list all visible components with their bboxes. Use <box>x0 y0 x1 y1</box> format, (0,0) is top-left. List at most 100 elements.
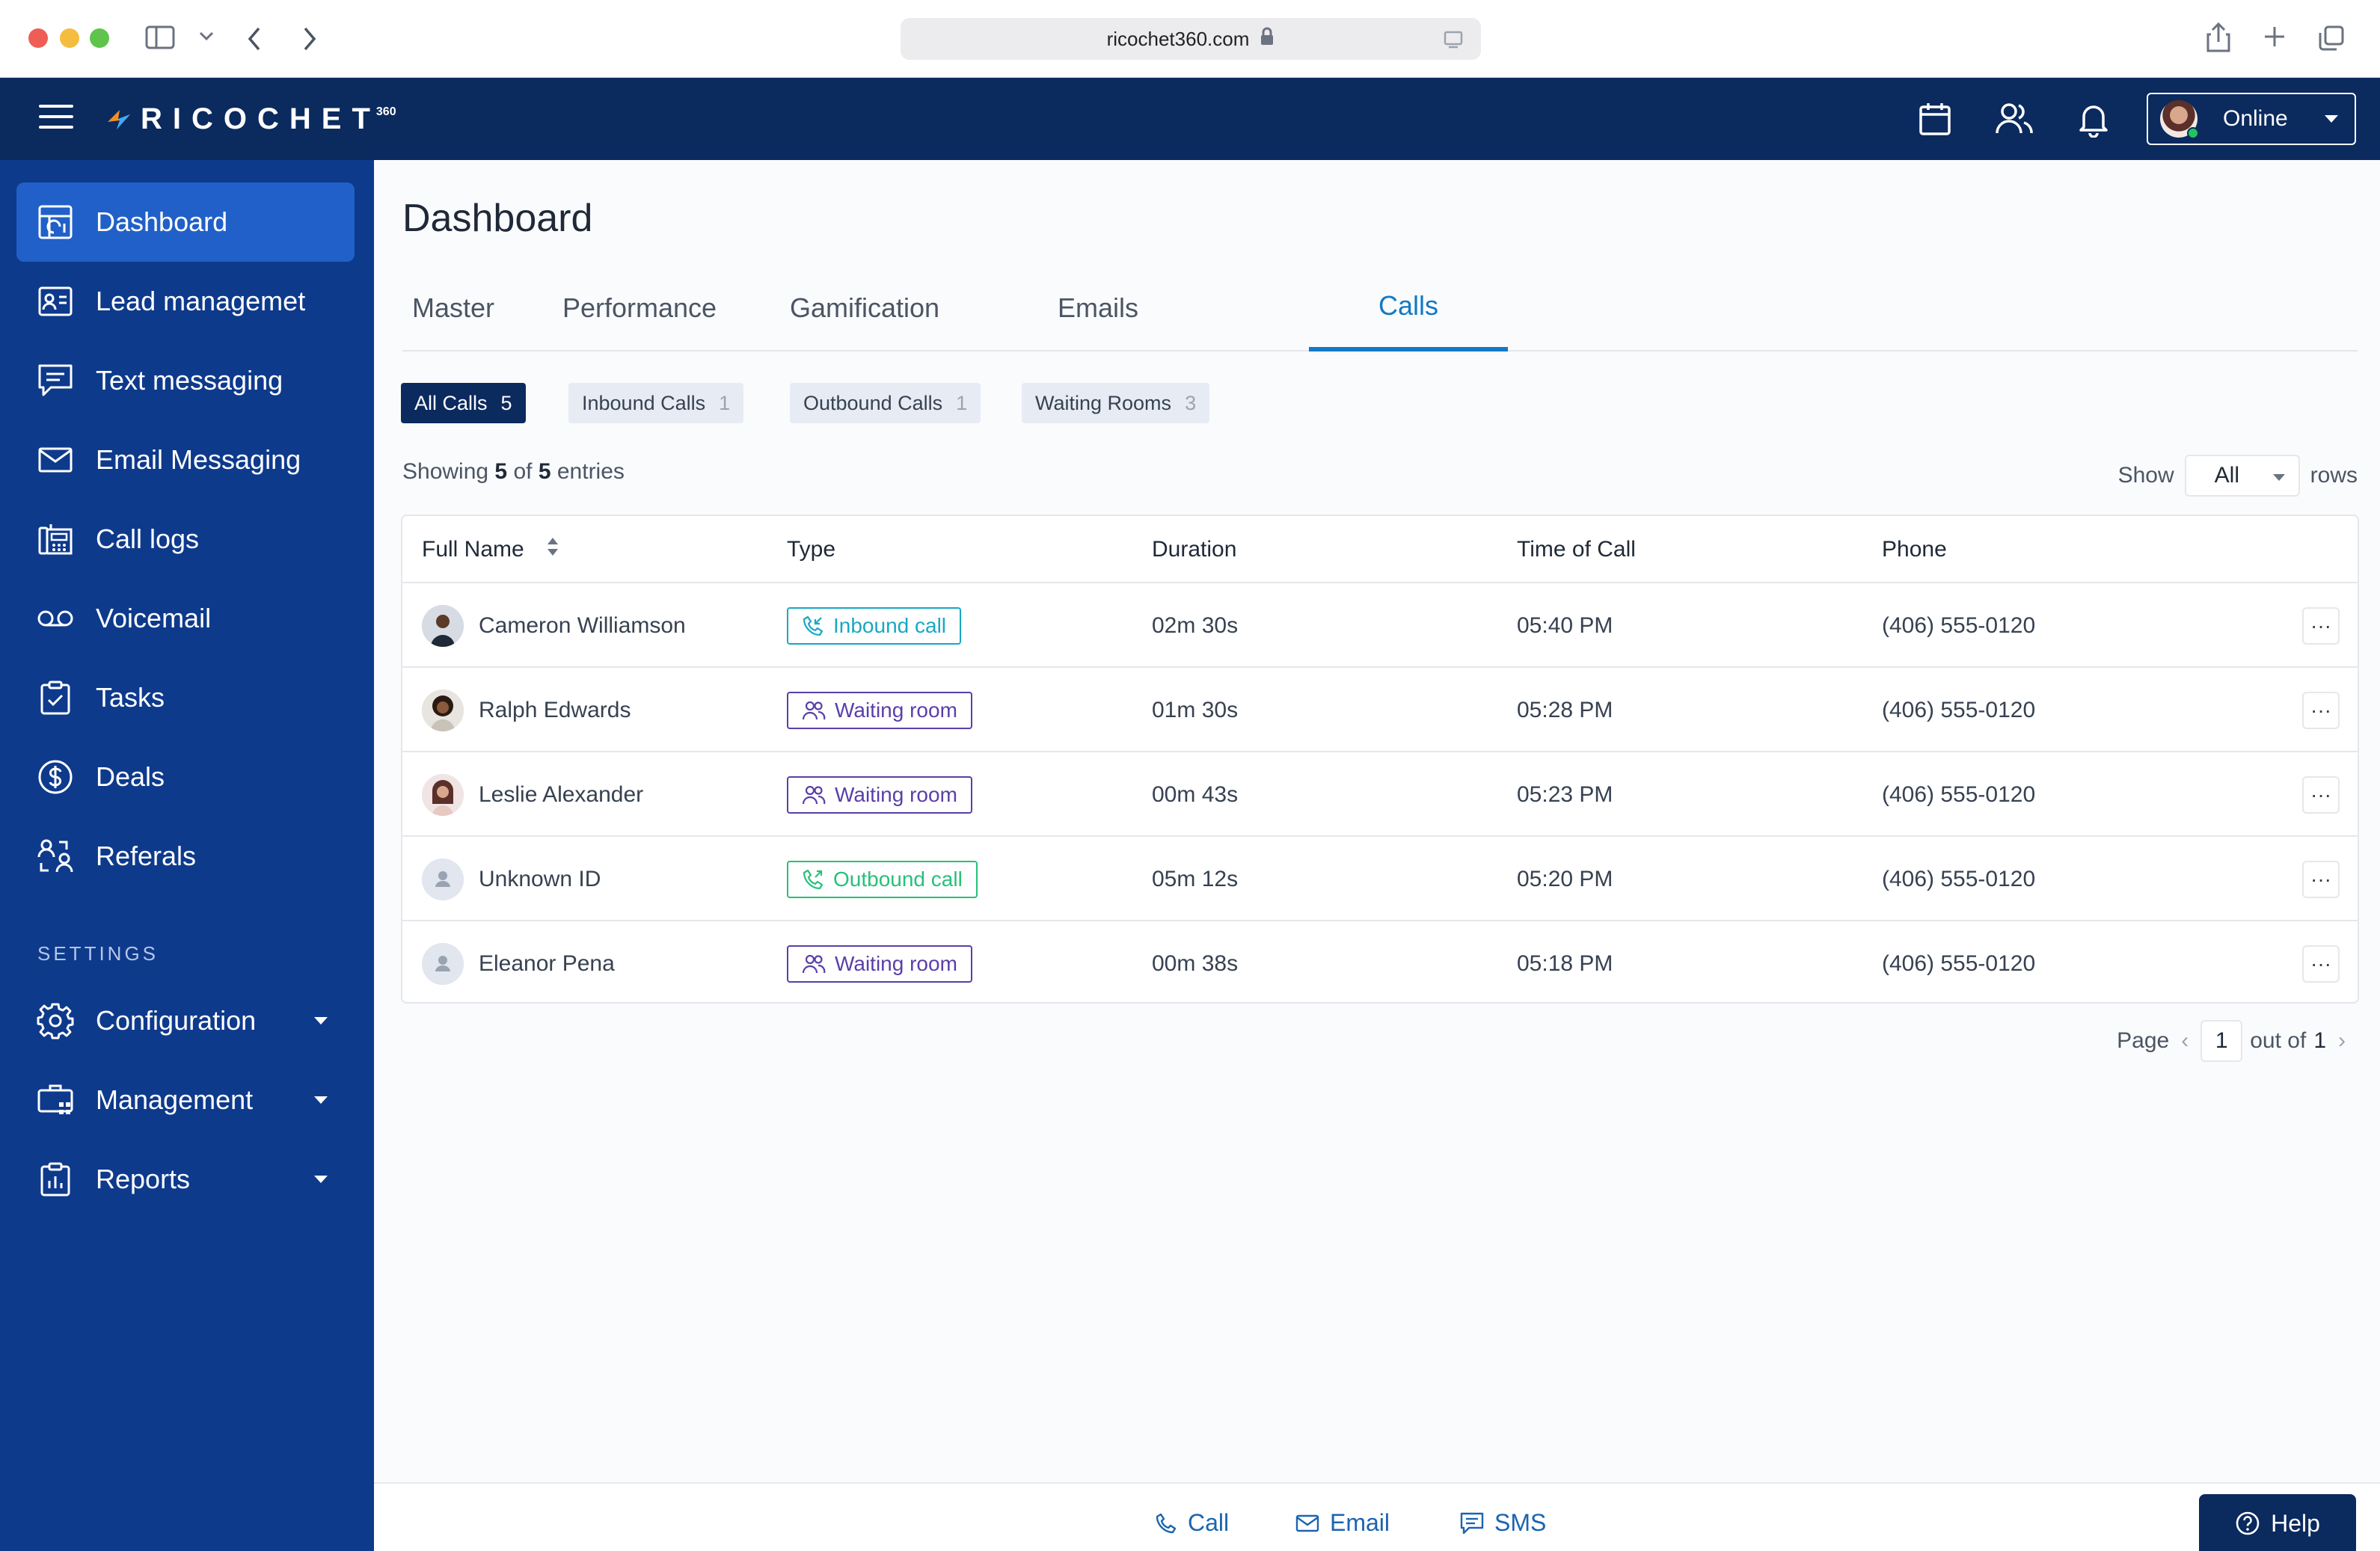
call-type-label: Waiting room <box>835 698 957 722</box>
table-row[interactable]: Eleanor Pena Waiting room 00m 38s 05:18 … <box>402 920 2358 1004</box>
avatar <box>422 604 464 647</box>
duration-cell: 02m 30s <box>1152 612 1239 638</box>
forward-icon[interactable] <box>302 27 317 51</box>
table-row[interactable]: Ralph Edwards Waiting room 01m 30s 05:28… <box>402 666 2358 751</box>
row-actions-button[interactable]: ··· <box>2302 776 2340 814</box>
filter-count: 1 <box>956 391 968 414</box>
table-row[interactable]: Leslie Alexander Waiting room 00m 43s 05… <box>402 751 2358 835</box>
minimize-window-button[interactable] <box>60 28 79 48</box>
sms-button[interactable]: SMS <box>1460 1509 1546 1537</box>
sms-label: SMS <box>1494 1509 1547 1536</box>
name-cell: Ralph Edwards <box>422 668 631 752</box>
showing-of: of <box>513 459 533 484</box>
sidebar-item-lead-management[interactable]: Lead managemet <box>16 262 355 341</box>
calls-table: Full Name Type Duration Time of Call Pho… <box>401 515 2359 1004</box>
sidebar-item-deals[interactable]: Deals <box>16 737 355 817</box>
tab-emails[interactable]: Emails <box>999 265 1197 351</box>
rows-control: Show All rows <box>2118 455 2358 497</box>
caret-down-icon <box>314 1176 328 1183</box>
caller-name: Ralph Edwards <box>479 697 631 722</box>
column-header-full-name[interactable]: Full Name <box>422 516 559 583</box>
column-label: Phone <box>1882 537 1947 562</box>
new-tab-icon[interactable] <box>2263 25 2286 48</box>
call-type-badge: Inbound call <box>787 606 962 645</box>
tab-overview-icon[interactable] <box>2319 25 2344 51</box>
sidebar-item-referals[interactable]: Referals <box>16 817 355 896</box>
table-row[interactable]: Cameron Williamson Inbound call 02m 30s … <box>402 582 2358 666</box>
caret-down-icon <box>314 1017 328 1025</box>
mail-icon <box>1295 1514 1319 1532</box>
time-cell: 05:40 PM <box>1517 612 1613 638</box>
sidebar-item-reports[interactable]: Reports <box>16 1140 355 1219</box>
row-actions-button[interactable]: ··· <box>2302 945 2340 983</box>
status-dropdown[interactable]: Online <box>2147 93 2356 145</box>
page-label: Page <box>2117 1028 2170 1053</box>
call-type-label: Inbound call <box>833 613 947 637</box>
call-button[interactable]: Call <box>1155 1509 1229 1537</box>
logo-mark-icon <box>108 110 130 129</box>
close-window-button[interactable] <box>28 28 48 48</box>
tab-performance[interactable]: Performance <box>539 265 740 351</box>
dashboard-icon <box>36 203 75 242</box>
email-button[interactable]: Email <box>1295 1509 1390 1537</box>
help-button[interactable]: Help <box>2199 1494 2356 1551</box>
share-icon[interactable] <box>2206 22 2230 52</box>
time-cell: 05:28 PM <box>1517 697 1613 722</box>
prev-page-icon[interactable]: ‹ <box>2181 1028 2189 1053</box>
filter-outbound-calls[interactable]: Outbound Calls 1 <box>790 383 981 423</box>
sidebar-item-text-messaging[interactable]: Text messaging <box>16 341 355 420</box>
sidebar-item-label: Lead managemet <box>96 286 306 316</box>
users-icon[interactable] <box>1994 100 2033 138</box>
tab-gamification[interactable]: Gamification <box>764 265 965 351</box>
row-actions-button[interactable]: ··· <box>2302 692 2340 729</box>
sidebar-item-call-logs[interactable]: Call logs <box>16 500 355 579</box>
call-log-icon <box>36 520 75 559</box>
sidebar-item-configuration[interactable]: Configuration <box>16 981 355 1060</box>
sidebar-item-label: Tasks <box>96 682 165 713</box>
table-row[interactable]: Unknown ID Outbound call 05m 12s 05:20 P… <box>402 835 2358 920</box>
sidebar-item-label: Dashboard <box>96 206 228 237</box>
bell-icon[interactable] <box>2075 100 2112 138</box>
showing-prefix: Showing <box>402 459 489 484</box>
column-header-time-of-call: Time of Call <box>1517 516 1636 583</box>
filter-inbound-calls[interactable]: Inbound Calls 1 <box>568 383 744 423</box>
sidebar-item-label: Voicemail <box>96 603 212 633</box>
reader-icon[interactable] <box>1444 30 1463 55</box>
filter-label: Waiting Rooms <box>1035 391 1172 414</box>
column-label: Duration <box>1152 537 1237 562</box>
filter-waiting-rooms[interactable]: Waiting Rooms 3 <box>1022 383 1210 423</box>
column-header-duration: Duration <box>1152 516 1236 583</box>
sidebar-toggle-icon[interactable] <box>145 25 175 49</box>
tab-master[interactable]: Master <box>402 265 504 351</box>
sidebar-item-voicemail[interactable]: Voicemail <box>16 579 355 658</box>
name-cell: Leslie Alexander <box>422 752 643 837</box>
name-cell: Eleanor Pena <box>422 921 615 1006</box>
avatar <box>2160 100 2199 139</box>
sidebar-item-label: Management <box>96 1084 254 1115</box>
pagination: Page ‹ 1 out of 1 › <box>2117 1020 2358 1062</box>
referral-icon <box>36 837 75 876</box>
sidebar-item-email-messaging[interactable]: Email Messaging <box>16 420 355 500</box>
current-page-input[interactable]: 1 <box>2200 1020 2243 1062</box>
sidebar-item-tasks[interactable]: Tasks <box>16 658 355 737</box>
sort-icon[interactable] <box>547 536 559 563</box>
address-bar[interactable]: ricochet360.com <box>901 18 1481 60</box>
gear-icon <box>36 1001 75 1040</box>
sidebar-item-dashboard[interactable]: Dashboard <box>16 182 355 262</box>
menu-icon[interactable] <box>39 105 73 132</box>
row-actions-button[interactable]: ··· <box>2302 607 2340 645</box>
app-header: RICOCHET 360 Online <box>0 78 2380 160</box>
back-icon[interactable] <box>247 27 262 51</box>
rows-per-page-select[interactable]: All <box>2184 455 2300 497</box>
next-page-icon[interactable]: › <box>2338 1028 2346 1053</box>
row-actions-button[interactable]: ··· <box>2302 861 2340 898</box>
duration-cell: 00m 43s <box>1152 781 1239 807</box>
sidebar-item-management[interactable]: Management <box>16 1060 355 1140</box>
calendar-icon[interactable] <box>1916 100 1954 138</box>
zoom-window-button[interactable] <box>90 28 109 48</box>
tab-calls[interactable]: Calls <box>1309 265 1508 351</box>
main-content: Dashboard Master Performance Gamificatio… <box>374 160 2380 1551</box>
caller-name: Eleanor Pena <box>479 950 615 976</box>
filter-all-calls[interactable]: All Calls 5 <box>401 383 526 423</box>
chevron-down-icon[interactable] <box>199 31 214 42</box>
